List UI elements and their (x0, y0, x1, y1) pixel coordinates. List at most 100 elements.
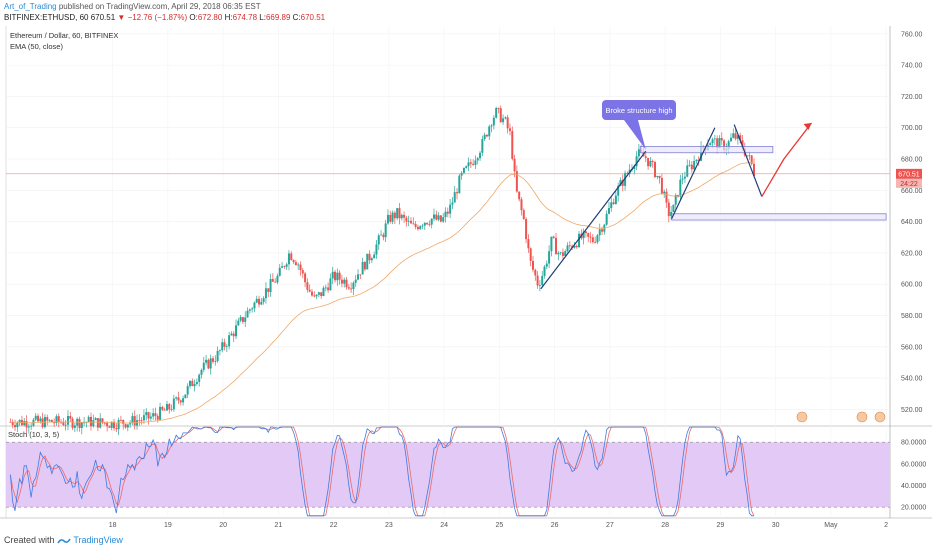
candle-body (651, 161, 654, 163)
trendline (671, 127, 716, 219)
time-tick-label: 23 (385, 522, 393, 529)
candle-body (690, 164, 693, 170)
ohlc-h-label: H: (224, 13, 233, 22)
down-arrow-icon: ▼ (117, 13, 126, 22)
candle-body (536, 275, 539, 286)
ohlc-open: 672.80 (197, 13, 223, 22)
candle-body (720, 138, 723, 141)
candle-body (686, 165, 689, 177)
candle-body (582, 231, 585, 239)
ema-legend: EMA (50, close) (10, 42, 63, 51)
candle-body (573, 245, 576, 248)
candle-body (83, 422, 86, 424)
candle-body (209, 358, 212, 369)
stoch-tick-label: 20.0000 (901, 505, 926, 512)
candle-body (665, 191, 668, 203)
candle-body (37, 415, 40, 422)
candle-body (320, 292, 323, 297)
symbol-label: BITFINEX:ETHUSD, 60 (4, 13, 89, 22)
price-tick-label: 740.00 (901, 63, 923, 70)
candle-body (559, 252, 562, 254)
last-price: 670.51 (90, 13, 116, 22)
candle-body (578, 233, 581, 248)
candle-body (709, 143, 712, 146)
candle-body (449, 204, 452, 214)
candle-body (191, 380, 194, 387)
candle-body (50, 419, 53, 423)
candle-body (202, 362, 205, 370)
candle-body (727, 141, 730, 149)
candle-body (644, 156, 647, 158)
candle-body (729, 137, 732, 142)
price-change: −12.76 (−1.87%) (127, 13, 188, 22)
candle-body (195, 381, 198, 385)
candle-body (386, 214, 389, 224)
candle-body (423, 222, 426, 226)
candle-body (48, 419, 51, 421)
candle-body (476, 158, 479, 161)
candle-body (110, 421, 113, 428)
candle-body (437, 215, 440, 220)
candle-body (336, 272, 339, 281)
candle-body (188, 380, 191, 387)
candle-body (287, 253, 290, 265)
candle-body (92, 420, 95, 427)
candle-body (324, 287, 327, 289)
candle-body (87, 416, 90, 423)
event-marker-icon (856, 411, 868, 423)
event-marker-icon (796, 411, 808, 423)
candle-body (62, 422, 65, 426)
candle-body (64, 424, 67, 426)
candle-body (481, 139, 484, 153)
author-link[interactable]: Art_of_Trading (4, 2, 57, 11)
candle-body (94, 418, 97, 421)
candle-body (534, 269, 537, 276)
candle-body (750, 155, 753, 164)
candle-body (292, 260, 295, 263)
candle-body (223, 342, 226, 347)
stoch-tick-label: 40.0000 (901, 483, 926, 490)
candle-body (693, 161, 696, 170)
candle-body (14, 425, 17, 428)
time-tick-label: 27 (606, 522, 614, 529)
candle-body (649, 161, 652, 167)
candle-body (297, 264, 300, 266)
candle-body (472, 163, 475, 165)
time-tick-label: 26 (551, 522, 559, 529)
candle-body (414, 223, 417, 227)
candle-body (393, 212, 396, 219)
candle-body (419, 226, 422, 230)
candle-body (255, 298, 258, 303)
candle-body (299, 264, 302, 271)
candle-body (313, 295, 316, 297)
candle-body (96, 418, 99, 428)
chart-title: Ethereum / Dollar, 60, BITFINEX (10, 31, 118, 40)
candle-body (656, 175, 659, 178)
candle-body (633, 166, 636, 169)
price-tick-label: 620.00 (901, 250, 923, 257)
candle-body (605, 213, 608, 225)
candle-body (350, 288, 353, 290)
candle-body (200, 369, 203, 375)
stoch-k-line (10, 426, 754, 517)
price-tick-label: 540.00 (901, 376, 923, 383)
candle-body (508, 128, 511, 132)
candle-body (179, 400, 182, 403)
candle-body (177, 397, 180, 401)
candle-body (734, 133, 737, 139)
price-tick-label: 520.00 (901, 407, 923, 414)
candle-body (555, 237, 558, 255)
ohlc-c-label: C: (292, 13, 301, 22)
candle-body (237, 320, 240, 326)
candle-body (338, 272, 341, 280)
candle-body (543, 266, 546, 276)
tradingview-brand-link[interactable]: TradingView (73, 535, 123, 545)
candle-body (518, 191, 521, 200)
candle-body (117, 419, 120, 430)
candle-body (27, 426, 30, 428)
candle-body (327, 287, 330, 291)
candle-body (366, 253, 369, 270)
candle-body (163, 409, 166, 411)
candle-body (345, 279, 348, 288)
